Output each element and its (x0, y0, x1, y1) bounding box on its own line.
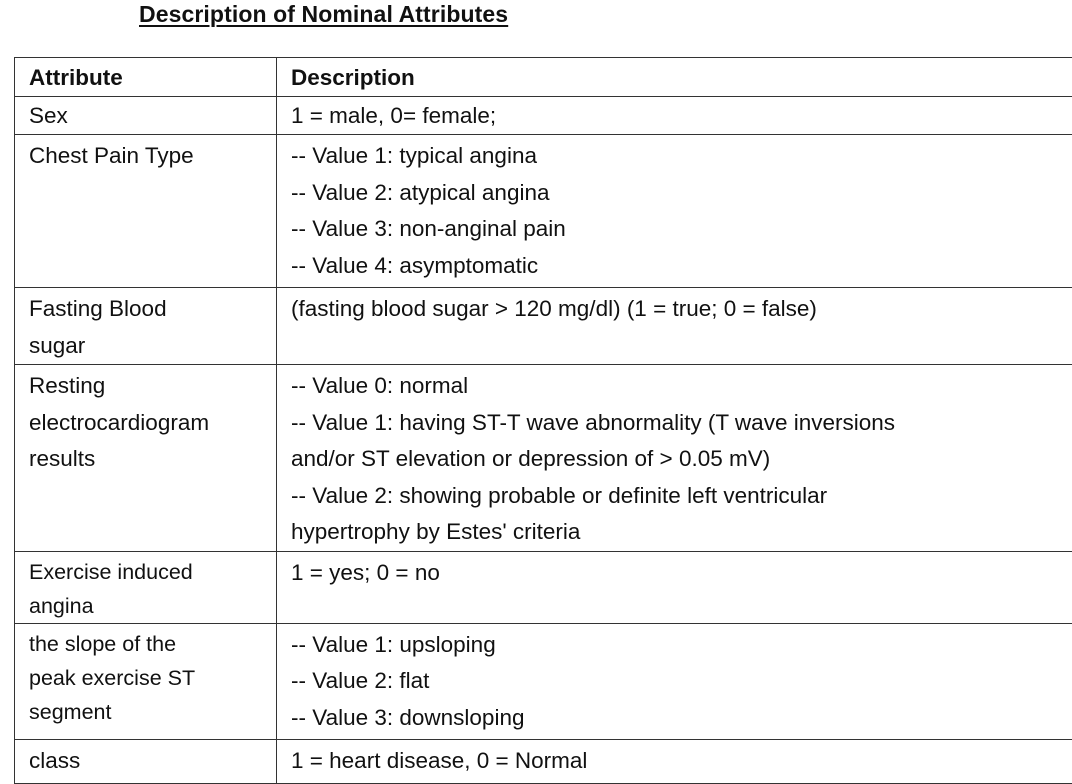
description-text: -- Value 2: showing probable or definite… (291, 478, 1072, 515)
document-title: Description of Nominal Attributes (139, 1, 508, 28)
attribute-text: Sex (29, 97, 276, 134)
header-attribute: Attribute (15, 58, 277, 97)
attribute-cell: Chest Pain Type (15, 135, 277, 288)
description-text: 1 = heart disease, 0 = Normal (291, 743, 1072, 780)
description-text: -- Value 1: having ST-T wave abnormality… (291, 405, 1072, 442)
table-row: Resting electrocardiogram results -- Val… (15, 365, 1072, 552)
attribute-text: the slope of the (29, 627, 276, 661)
description-text: (fasting blood sugar > 120 mg/dl) (1 = t… (291, 291, 1072, 328)
description-text: -- Value 3: non-anginal pain (291, 211, 1072, 248)
table-row: Chest Pain Type -- Value 1: typical angi… (15, 135, 1072, 288)
attribute-cell: Resting electrocardiogram results (15, 365, 277, 552)
description-text: -- Value 1: upsloping (291, 627, 1072, 664)
table-row: the slope of the peak exercise ST segmen… (15, 623, 1072, 739)
table-row: Fasting Blood sugar (fasting blood sugar… (15, 288, 1072, 365)
attribute-text: electrocardiogram (29, 405, 276, 442)
description-text: hypertrophy by Estes' criteria (291, 514, 1072, 551)
description-text: -- Value 3: downsloping (291, 700, 1072, 737)
description-cell: 1 = yes; 0 = no (277, 551, 1072, 623)
description-cell: -- Value 1: typical angina -- Value 2: a… (277, 135, 1072, 288)
description-cell: (fasting blood sugar > 120 mg/dl) (1 = t… (277, 288, 1072, 365)
attribute-cell: Sex (15, 97, 277, 135)
nominal-attributes-table: Attribute Description Sex 1 = male, 0= f… (14, 57, 1072, 784)
description-text: -- Value 0: normal (291, 368, 1072, 405)
description-text: -- Value 2: atypical angina (291, 175, 1072, 212)
attribute-cell: Exercise induced angina (15, 551, 277, 623)
description-text: -- Value 2: flat (291, 663, 1072, 700)
table-row: class 1 = heart disease, 0 = Normal (15, 739, 1072, 783)
header-description: Description (277, 58, 1072, 97)
description-cell: 1 = male, 0= female; (277, 97, 1072, 135)
attribute-text: segment (29, 695, 276, 729)
description-cell: -- Value 0: normal -- Value 1: having ST… (277, 365, 1072, 552)
attribute-text: Exercise induced (29, 555, 276, 589)
attribute-text: peak exercise ST (29, 661, 276, 695)
attribute-text: angina (29, 589, 276, 623)
attribute-cell: Fasting Blood sugar (15, 288, 277, 365)
table-row: Sex 1 = male, 0= female; (15, 97, 1072, 135)
attribute-text: Chest Pain Type (29, 138, 276, 175)
description-text: -- Value 4: asymptomatic (291, 248, 1072, 285)
table-row: Exercise induced angina 1 = yes; 0 = no (15, 551, 1072, 623)
attribute-cell: the slope of the peak exercise ST segmen… (15, 623, 277, 739)
attribute-text: Fasting Blood (29, 291, 276, 328)
description-text: 1 = male, 0= female; (291, 97, 1072, 134)
table-header-row: Attribute Description (15, 58, 1072, 97)
attribute-text: sugar (29, 328, 276, 365)
description-text: 1 = yes; 0 = no (291, 555, 1072, 592)
attribute-text: results (29, 441, 276, 478)
attribute-text: Resting (29, 368, 276, 405)
description-text: and/or ST elevation or depression of > 0… (291, 441, 1072, 478)
attribute-text: class (29, 743, 276, 780)
description-text: -- Value 1: typical angina (291, 138, 1072, 175)
description-cell: -- Value 1: upsloping -- Value 2: flat -… (277, 623, 1072, 739)
description-cell: 1 = heart disease, 0 = Normal (277, 739, 1072, 783)
attribute-cell: class (15, 739, 277, 783)
